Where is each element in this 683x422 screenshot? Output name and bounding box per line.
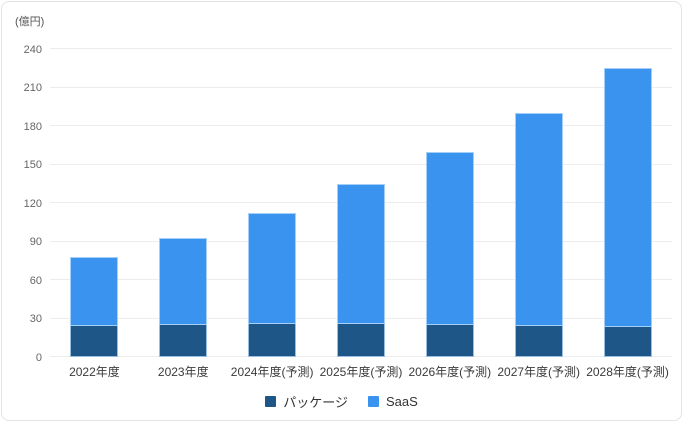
bar-segment-package <box>603 327 652 357</box>
legend-item-saas: SaaS <box>367 393 418 409</box>
stacked-bar <box>603 68 652 357</box>
y-axis-tick-label: 0 <box>35 351 42 364</box>
bar-group <box>228 49 317 357</box>
gridline-y-180 <box>50 125 672 126</box>
legend-label: パッケージ <box>283 394 348 410</box>
bar-segment-saas <box>425 151 474 325</box>
bar-segment-package <box>514 326 563 357</box>
x-axis-label: 2022年度 <box>69 365 120 379</box>
gridline-y-210 <box>50 86 672 88</box>
stacked-bar <box>159 237 208 357</box>
legend-item-package: パッケージ <box>265 392 348 411</box>
legend: パッケージ SaaS <box>2 390 681 412</box>
bar-group <box>139 49 228 357</box>
bar-segment-package <box>336 323 385 357</box>
x-axis-label: 2027年度(予測) <box>497 365 581 379</box>
y-axis-tick-label: 150 <box>23 159 42 171</box>
bar-segment-package <box>159 324 208 357</box>
bar-group <box>317 49 406 357</box>
y-axis-tick-label: 180 <box>23 120 42 133</box>
stacked-bar <box>336 183 385 357</box>
bar-group <box>583 49 672 357</box>
y-axis-unit-label: (億円) <box>15 16 45 28</box>
stacked-bar <box>514 113 563 357</box>
gridline-y-240 <box>50 48 672 49</box>
x-axis-label: 2025年度(予測) <box>319 365 403 379</box>
y-axis-tick-label: 90 <box>29 236 42 248</box>
bar-segment-package <box>70 326 119 357</box>
y-axis-tick-label: 210 <box>23 82 42 94</box>
gridline-y-150 <box>50 163 672 165</box>
bar-segment-saas <box>514 113 563 327</box>
x-axis-label: 2026年度(予測) <box>408 365 492 379</box>
x-axis-label: 2023年度 <box>157 365 209 379</box>
legend-swatch-icon <box>265 395 277 407</box>
y-axis-tick-label: 30 <box>29 313 42 325</box>
legend-label: SaaS <box>385 393 418 409</box>
y-axis-tick-label: 240 <box>23 43 42 56</box>
stacked-bar <box>248 213 297 357</box>
x-axis-label: 2024年度(予測) <box>230 365 314 379</box>
y-axis-tick-label: 120 <box>23 197 42 210</box>
bar-segment-package <box>248 323 297 357</box>
bar-segment-saas <box>248 213 297 324</box>
y-axis-tick-label: 60 <box>29 274 42 287</box>
bar-group <box>50 49 139 357</box>
stacked-bar <box>425 151 474 357</box>
stacked-bar <box>70 256 119 357</box>
bar-segment-saas <box>603 68 652 328</box>
bar-segment-saas <box>159 237 208 325</box>
bar-group <box>494 49 583 357</box>
bar-group <box>405 49 494 357</box>
legend-swatch-icon <box>367 395 379 407</box>
x-axis-labels: 2022年度 2023年度 2024年度(予測) 2025年度(予測) 2026年度(予… <box>50 363 672 381</box>
bar-segment-saas <box>70 256 119 327</box>
plot-area: 0 30 60 90 120 150 180 210 240 <box>24 44 672 364</box>
x-axis-label: 2028年度(予測) <box>586 365 669 379</box>
bar-segment-saas <box>336 183 385 324</box>
bar-segment-package <box>425 324 474 357</box>
